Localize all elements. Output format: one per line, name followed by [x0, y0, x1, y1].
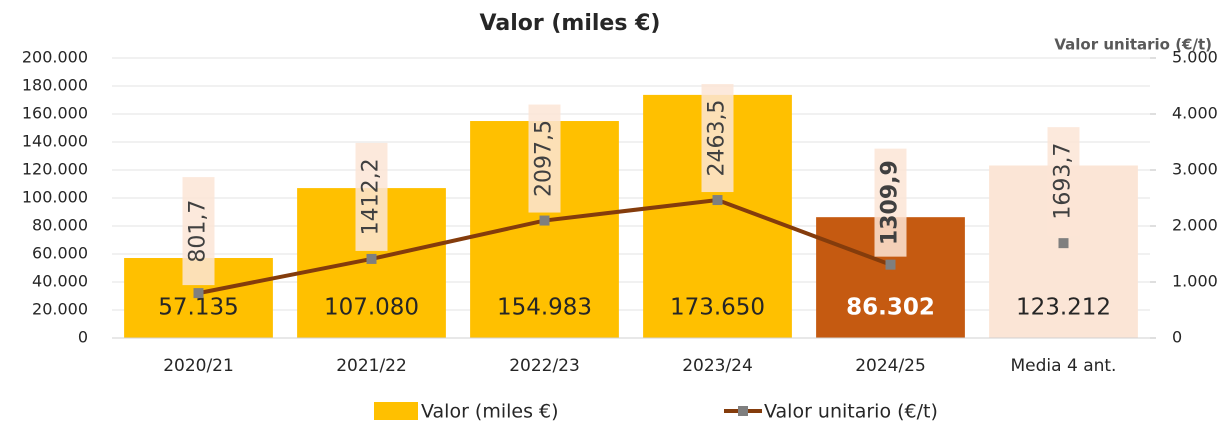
legend-label: Valor unitario (€/t)	[764, 401, 938, 423]
bar-value-label: 107.080	[324, 295, 419, 321]
line-value-label: 2463,5	[705, 100, 730, 177]
y-tick-label: 160.000	[22, 104, 88, 123]
y2-tick-label: 3.000	[1172, 160, 1217, 179]
y-tick-label: 200.000	[22, 48, 88, 67]
y2-tick-label: 2.000	[1172, 216, 1217, 235]
y2-tick-label: 5.000	[1172, 48, 1217, 67]
line-marker	[1058, 238, 1069, 249]
y2-tick-label: 1.000	[1172, 272, 1217, 291]
y-tick-label: 140.000	[22, 132, 88, 151]
y-tick-label: 120.000	[22, 160, 88, 179]
x-tick-label: 2024/25	[855, 356, 926, 376]
label-box	[701, 84, 734, 193]
chart-title: Valor (miles €)	[480, 11, 661, 36]
line-marker	[885, 259, 896, 270]
line-value-label: 801,7	[186, 200, 211, 263]
x-tick-label: 2021/22	[336, 356, 407, 376]
y2-tick-label: 4.000	[1172, 104, 1217, 123]
label-box	[182, 177, 215, 286]
bar-value-label: 123.212	[1016, 295, 1111, 321]
x-tick-label: 2023/24	[682, 356, 753, 376]
legend-label: Valor (miles €)	[421, 401, 559, 423]
y-tick-label: 0	[78, 328, 88, 347]
bar-value-label: 173.650	[670, 295, 765, 321]
y-tick-label: 20.000	[32, 300, 88, 319]
legend-swatch	[374, 402, 418, 420]
x-tick-label: 2020/21	[163, 356, 234, 376]
label-box	[355, 142, 388, 251]
line-marker	[193, 288, 204, 299]
bar-value-label: 154.983	[497, 295, 592, 321]
line-value-label: 1412,2	[359, 158, 384, 235]
x-tick-label: 2022/23	[509, 356, 580, 376]
y-tick-label: 40.000	[32, 272, 88, 291]
y-tick-label: 100.000	[22, 188, 88, 207]
line-value-label: 1693,7	[1051, 143, 1076, 220]
x-tick-label: Media 4 ant.	[1011, 356, 1117, 376]
y-tick-label: 60.000	[32, 244, 88, 263]
y2-tick-label: 0	[1172, 328, 1182, 347]
label-box	[874, 148, 907, 257]
legend-marker	[738, 406, 748, 416]
line-marker	[539, 215, 550, 226]
label-box	[1047, 127, 1080, 236]
line-marker	[712, 195, 723, 206]
y-tick-label: 80.000	[32, 216, 88, 235]
bar-value-label: 57.135	[158, 295, 238, 321]
bar-value-label: 86.302	[846, 295, 935, 321]
label-box	[528, 104, 561, 213]
line-marker	[366, 253, 377, 264]
y-tick-label: 180.000	[22, 76, 88, 95]
line-value-label: 1309,9	[878, 160, 903, 245]
y2-axis-title: Valor unitario (€/t)	[1054, 36, 1212, 54]
line-value-label: 2097,5	[532, 120, 557, 197]
